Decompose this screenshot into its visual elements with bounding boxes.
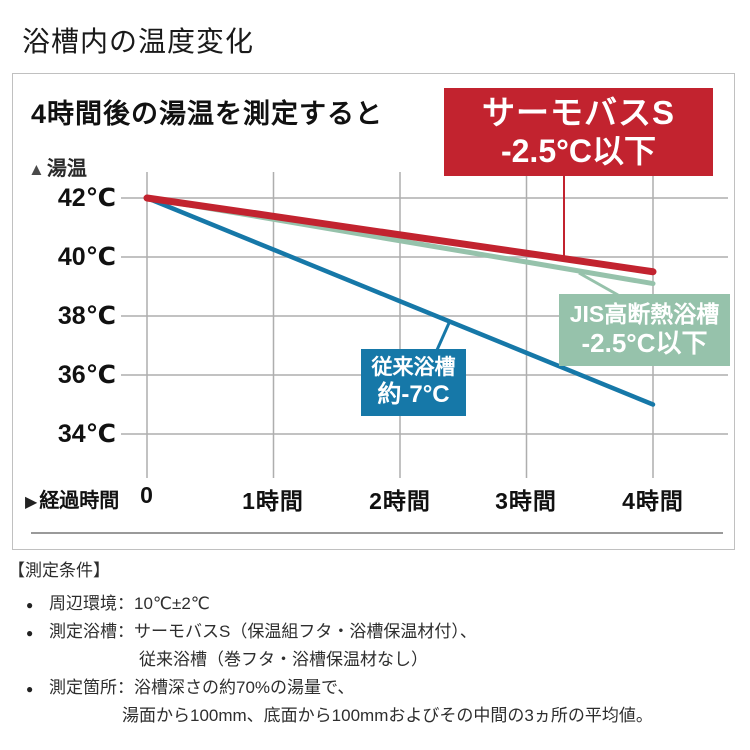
condition-text: 測定箇所：浴槽深さの約70%の湯量で、	[49, 678, 355, 697]
axis-baseline	[31, 532, 723, 534]
temperature-chart	[121, 172, 728, 478]
condition-item: ● 測定浴槽：サーモバスS（保温組フタ・浴槽保温材付）、	[26, 618, 748, 646]
condition-text: 周辺環境：10℃±2℃	[49, 594, 210, 613]
y-tick-38: 38℃	[57, 302, 116, 330]
condition-text: 湯面から100mm、底面から100mmおよびその中間の3ヵ所の平均値。	[122, 706, 653, 725]
series-line-従来浴槽	[144, 195, 656, 407]
y-tick-42: 42℃	[57, 184, 116, 212]
bullet-icon: ●	[26, 682, 34, 696]
page-title: 浴槽内の温度変化	[22, 26, 255, 57]
conditions-heading: 【測定条件】	[8, 561, 110, 580]
y-axis-label: ▲ 湯温	[28, 158, 87, 180]
badge-thermo-bath-s: サーモバスS -2.5°C以下	[444, 88, 713, 176]
x-tick-1h: 1時間	[242, 488, 304, 514]
y-tick-36: 36℃	[57, 361, 116, 389]
y-tick-40: 40℃	[57, 243, 116, 271]
x-tick-0: 0	[140, 482, 154, 508]
badge-thermo-name: サーモバスS	[481, 93, 675, 131]
series-line-サーモバスS	[143, 194, 657, 276]
x-tick-3h: 3時間	[495, 488, 557, 514]
x-tick-2h: 2時間	[369, 488, 431, 514]
chart-panel: 4時間後の湯温を測定すると ▲ 湯温 42℃ 40℃ 38℃ 36℃ 34℃ ▶ 経…	[12, 73, 735, 550]
condition-text: 測定浴槽：サーモバスS（保温組フタ・浴槽保温材付）、	[49, 622, 477, 641]
x-tick-4h: 4時間	[622, 488, 684, 514]
badge-jis-value: -2.5°C以下	[581, 328, 708, 359]
badge-jis-name: JIS高断熱浴槽	[569, 301, 720, 328]
condition-text: 従来浴槽（巻フタ・浴槽保温材なし）	[139, 650, 428, 669]
measurement-conditions: 【測定条件】 ● 周辺環境：10℃±2℃ ● 測定浴槽：サーモバスS（保温組フタ…	[8, 556, 748, 730]
badge-conv-name: 従来浴槽	[371, 355, 456, 379]
up-triangle-icon: ▲	[28, 160, 45, 179]
badge-thermo-value: -2.5°C以下	[500, 132, 657, 169]
y-tick-34: 34℃	[57, 420, 116, 448]
condition-item-continuation: 湯面から100mm、底面から100mmおよびその中間の3ヵ所の平均値。	[122, 702, 748, 730]
badge-conv-value: 約-7°C	[377, 380, 450, 408]
badge-jis-insulated-tub: JIS高断熱浴槽 -2.5°C以下	[559, 294, 730, 366]
badge-conventional-tub: 従来浴槽 約-7°C	[361, 349, 466, 416]
x-axis-label: ▶ 経過時間	[25, 490, 120, 512]
condition-item: ● 周辺環境：10℃±2℃	[26, 590, 748, 618]
bullet-icon: ●	[26, 626, 34, 640]
condition-item-continuation: 従来浴槽（巻フタ・浴槽保温材なし）	[139, 646, 748, 674]
right-triangle-icon: ▶	[25, 494, 38, 511]
chart-subtitle: 4時間後の湯温を測定すると	[31, 99, 384, 129]
condition-item: ● 測定箇所：浴槽深さの約70%の湯量で、	[26, 674, 748, 702]
bullet-icon: ●	[26, 598, 34, 612]
annotation-connectors	[435, 176, 619, 351]
